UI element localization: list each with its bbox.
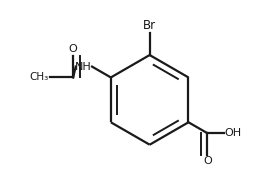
Text: OH: OH — [224, 128, 241, 138]
Text: CH₃: CH₃ — [30, 72, 49, 82]
Text: O: O — [69, 44, 78, 54]
Text: Br: Br — [143, 19, 156, 32]
Text: NH: NH — [75, 62, 92, 72]
Text: O: O — [203, 156, 212, 166]
